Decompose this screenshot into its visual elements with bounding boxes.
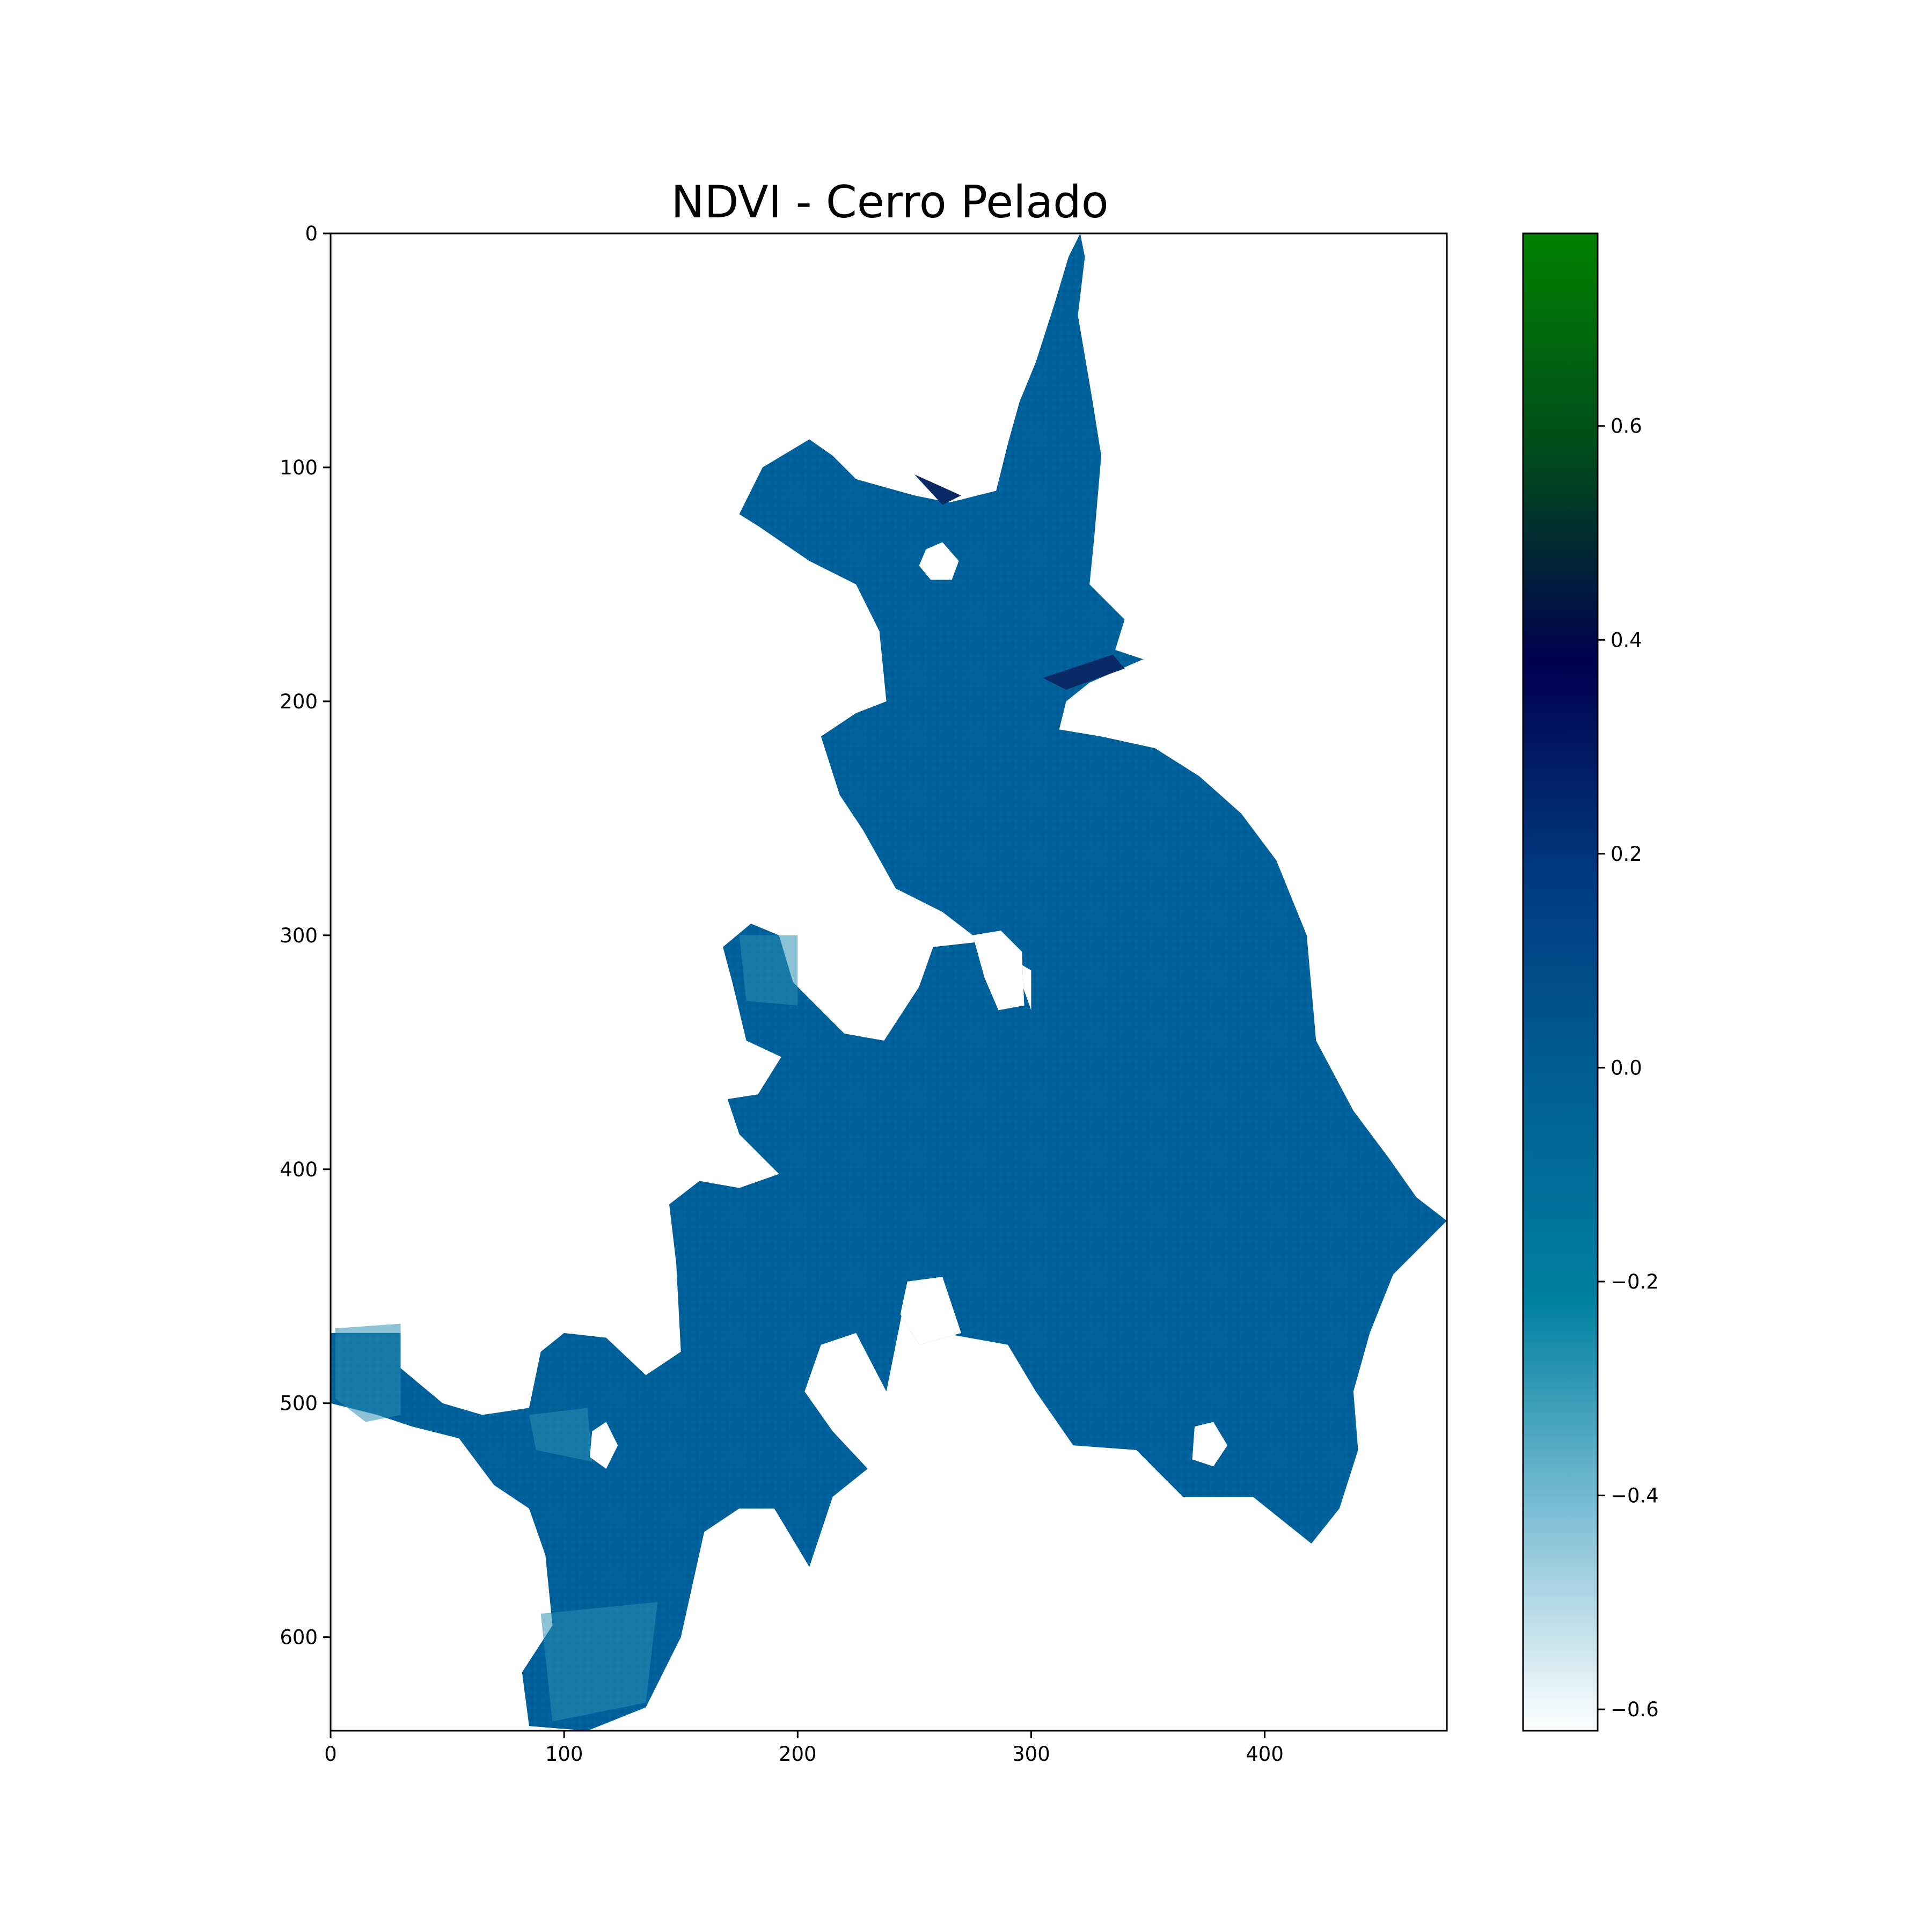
colorbar-tick-label: −0.6 xyxy=(1611,1698,1659,1721)
colorbar-tick-label: −0.4 xyxy=(1611,1484,1659,1507)
colorbar-tick-label: 0.6 xyxy=(1611,415,1642,438)
bright-patch-0 xyxy=(335,1323,401,1422)
x-axis: 0 100 200 300 400 xyxy=(324,1731,1284,1766)
plot-frame xyxy=(330,232,1448,1732)
y-tick-label: 100 xyxy=(280,456,318,479)
bright-patch-3 xyxy=(739,935,798,1006)
region-hole-0 xyxy=(919,542,959,580)
x-tick-label: 400 xyxy=(1246,1743,1284,1766)
ndvi-region xyxy=(331,233,1447,1731)
x-tick-label: 0 xyxy=(324,1743,337,1766)
region-hole-1 xyxy=(972,931,1024,1011)
y-tick-label: 500 xyxy=(280,1392,318,1415)
colorbar: 0.6 0.4 0.2 0.0 −0.2 −0.4 −0.6 xyxy=(1522,232,1659,1732)
region-hole-3 xyxy=(1192,1422,1227,1467)
region-hole-4 xyxy=(590,1422,618,1469)
y-tick-label: 0 xyxy=(305,222,318,245)
colorbar-tick-label: 0.0 xyxy=(1611,1056,1642,1079)
chart-title: NDVI - Cerro Pelado xyxy=(671,176,1108,228)
y-tick-label: 600 xyxy=(280,1626,318,1649)
colorbar-tick-label: −0.2 xyxy=(1611,1270,1659,1293)
colorbar-tick-label: 0.4 xyxy=(1611,628,1642,652)
dark-patch-0 xyxy=(1043,654,1125,690)
colorbar-ticks: 0.6 0.4 0.2 0.0 −0.2 −0.4 −0.6 xyxy=(1598,415,1659,1721)
region-hole-2 xyxy=(900,1277,961,1345)
y-tick-label: 200 xyxy=(280,690,318,713)
x-tick-label: 300 xyxy=(1012,1743,1050,1766)
bright-patch-1 xyxy=(540,1602,658,1722)
colorbar-tick-label: 0.2 xyxy=(1611,843,1642,866)
x-tick-label: 100 xyxy=(545,1743,583,1766)
y-tick-label: 300 xyxy=(280,924,318,947)
bright-patch-2 xyxy=(529,1408,592,1462)
dark-patch-1 xyxy=(914,474,961,505)
x-tick-label: 200 xyxy=(779,1743,817,1766)
colorbar-gradient xyxy=(1522,232,1599,1732)
y-tick-label: 400 xyxy=(280,1158,318,1181)
plot-area xyxy=(331,233,1447,1731)
y-axis: 0 100 200 300 400 500 600 xyxy=(280,222,331,1649)
